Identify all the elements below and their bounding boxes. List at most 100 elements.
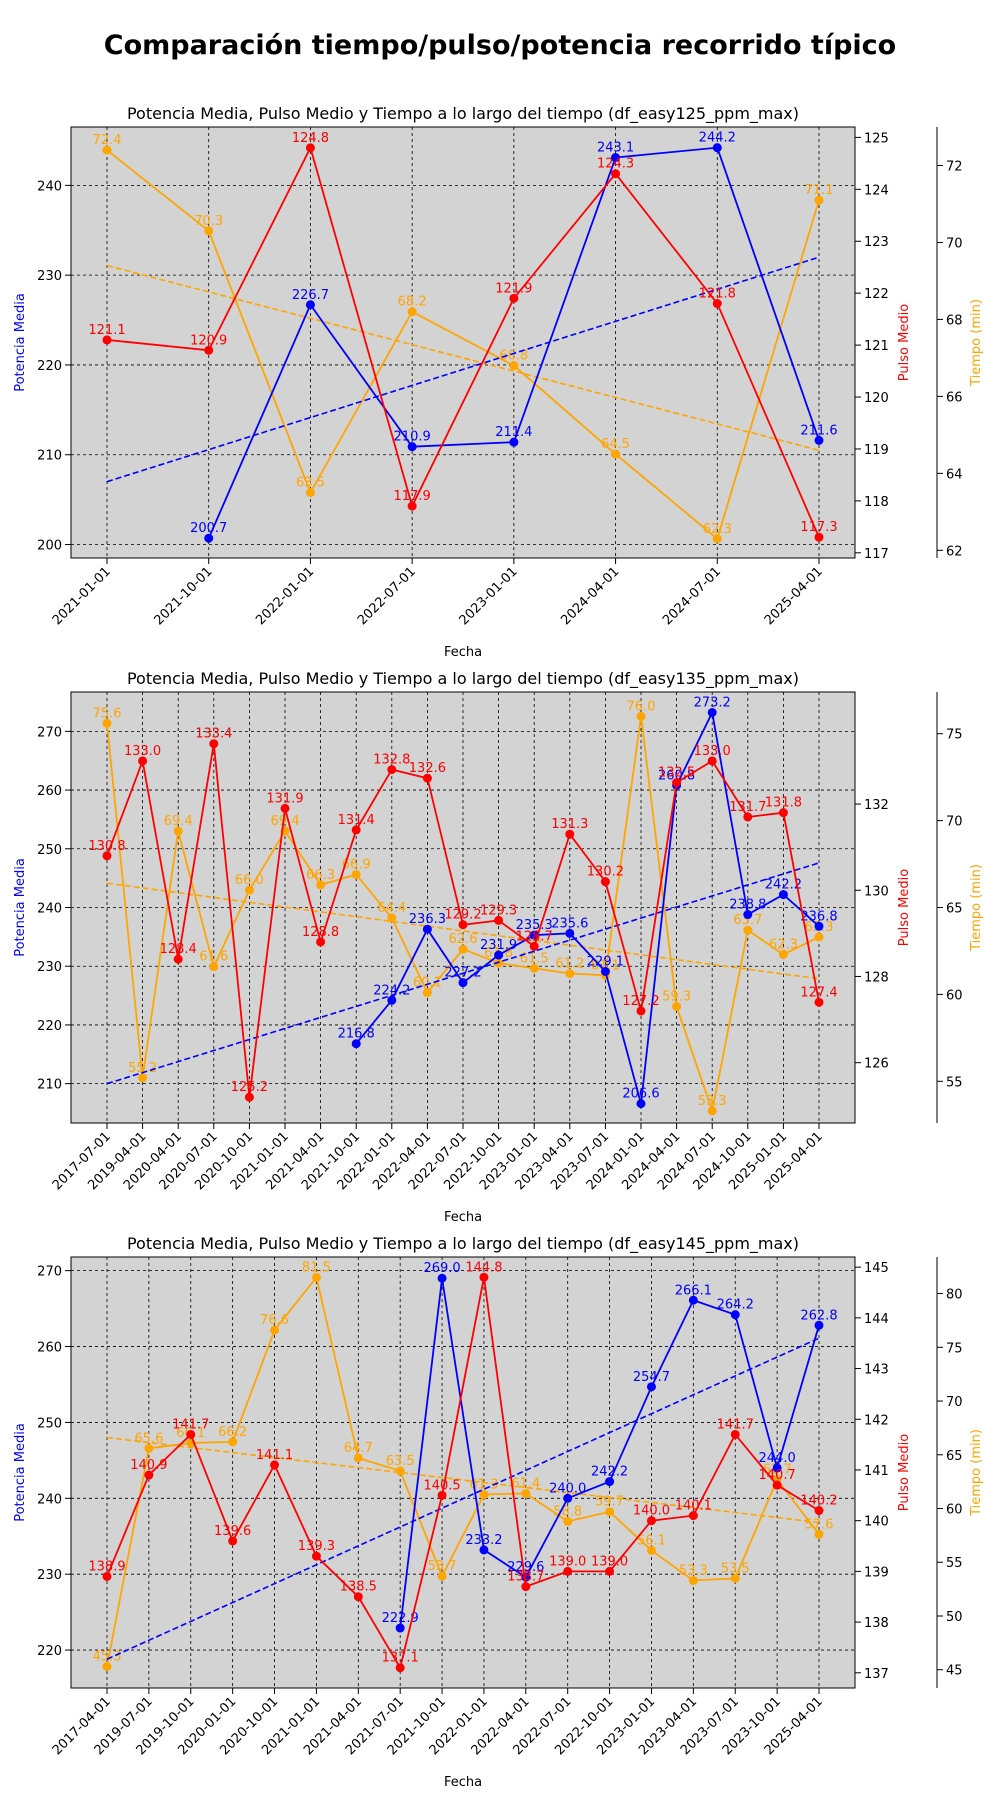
chart3-power-data-label: 269.0 [423, 1261, 460, 1276]
chart2-power-data-label: 227.2 [444, 966, 481, 981]
chart3-time-data-label: 58.8 [553, 1504, 582, 1519]
chart1-pulse-tick-label: 124 [864, 183, 889, 198]
chart2-pulse-data-label: 127.4 [800, 985, 837, 1000]
chart2-pulse-point [173, 954, 183, 964]
chart3-pulse-data-label: 144.8 [465, 1260, 502, 1275]
chart2-pulse-tick-label: 128 [864, 970, 889, 985]
chart2-power-point [636, 1099, 646, 1109]
chart3-time-point [521, 1488, 531, 1498]
chart2-pulse-data-label: 130.8 [88, 839, 125, 854]
chart3-time-data-label: 64.7 [344, 1441, 373, 1456]
chart3-time-point [730, 1573, 740, 1583]
chart2-power-data-label: 242.2 [765, 878, 802, 893]
chart3-power-data-label: 222.9 [382, 1611, 419, 1626]
chart1-pulse-data-label: 121.8 [699, 287, 736, 302]
chart2-pulse-data-label: 131.9 [266, 791, 303, 806]
chart2-time-point [529, 963, 539, 973]
chart1-power-point [712, 143, 722, 153]
chart2-pulse-data-label: 132.5 [658, 766, 695, 781]
chart2-y-tick-label: 260 [37, 784, 62, 799]
chart2-pulse-data-label: 125.2 [231, 1080, 268, 1095]
chart1-time-tick-label: 64 [946, 467, 963, 482]
chart3-time-point [228, 1437, 238, 1447]
chart2-time-data-label: 69.4 [164, 814, 193, 829]
chart2-pulse-data-label: 128.4 [160, 942, 197, 957]
chart2-pulse-point [814, 997, 824, 1007]
chart2-power-point [743, 910, 753, 920]
chart1-time-tick-label: 70 [946, 236, 963, 251]
chart2-time-data-label: 61.5 [520, 951, 549, 966]
chart2-y-tick-label: 230 [37, 960, 62, 975]
chart3-time-point [437, 1571, 447, 1581]
chart3-pulse-series-line [106, 1277, 820, 1671]
chart3-pulse-data-label: 139.6 [214, 1524, 251, 1539]
chart3-pulse-point [186, 1429, 196, 1439]
chart1-power-point [204, 533, 214, 543]
chart1-power-point [305, 300, 315, 310]
chart3-time-data-label: 61.4 [511, 1476, 540, 1491]
chart2-y-tick-label: 210 [37, 1078, 62, 1093]
chart1-power-point [407, 442, 417, 452]
chart2-time-point [316, 880, 326, 890]
chart1-y-tick-label: 240 [37, 179, 62, 194]
chart2-time-point [209, 962, 219, 972]
chart3-pulse-point [270, 1460, 280, 1470]
chart3-time-tick-label: 70 [946, 1395, 963, 1410]
chart2-pulse-point [102, 851, 112, 861]
chart3-time-point [353, 1453, 363, 1463]
chart2-pulse-data-label: 133.0 [694, 744, 731, 759]
chart2-power-data-label: 236.8 [800, 909, 837, 924]
chart3-pulse-point [437, 1490, 447, 1500]
chart2-time-point [387, 913, 397, 923]
chart2-time-data-label: 69.4 [271, 814, 300, 829]
chart1-time-point [204, 226, 214, 236]
chart1-pulse-tick-label: 125 [864, 131, 889, 146]
chart2-power-point [458, 978, 468, 988]
chart2-time-trend-line [106, 882, 820, 980]
chart2-time-data-label: 61.6 [199, 950, 228, 965]
chart1-time-point [407, 307, 417, 317]
chart3-power-point [605, 1477, 615, 1487]
chart2-time-data-label: 66.0 [235, 873, 264, 888]
chart2-pulse-point [458, 920, 468, 930]
chart3-pulse-tick-label: 144 [864, 1312, 889, 1327]
chart2-y-tick-label: 250 [37, 843, 62, 858]
chart2-pulse-data-label: 131.8 [765, 796, 802, 811]
chart3-time-data-label: 59.7 [595, 1495, 624, 1510]
chart2-time-point [636, 711, 646, 721]
chart1-power-data-label: 244.2 [699, 131, 736, 146]
chart1-power-point [814, 435, 824, 445]
chart2-pulse-data-label: 131.4 [338, 813, 375, 828]
chart3-pulse-point [730, 1429, 740, 1439]
chart3-pulse-data-label: 141.7 [717, 1417, 754, 1432]
chart3-pulse-tick-label: 143 [864, 1363, 889, 1378]
chart2-pulse-point [316, 937, 326, 947]
chart2-time-point [102, 718, 112, 728]
chart3-time-point [688, 1576, 698, 1586]
chart1-time-tick-label: 72 [946, 159, 963, 174]
chart3-power-data-label: 244.0 [759, 1451, 796, 1466]
chart3-time-tick-label: 50 [946, 1610, 963, 1625]
chart3-time-point [605, 1507, 615, 1517]
chart1-y-tick-label: 210 [37, 449, 62, 464]
chart3-pulse-data-label: 140.5 [423, 1478, 460, 1493]
chart3-power-data-label: 262.8 [800, 1308, 837, 1323]
chart1-pulse-point [407, 501, 417, 511]
chart2-power-data-label: 229.1 [587, 955, 624, 970]
chart1-pulse-tick-label: 117 [864, 547, 889, 562]
chart2-power-point [707, 708, 717, 718]
chart3-pulse-data-label: 140.7 [759, 1468, 796, 1483]
chart2-time-data-label: 61.2 [555, 957, 584, 972]
chart3-power-point [730, 1310, 740, 1320]
chart2-pulse-tick-label: 130 [864, 884, 889, 899]
chart3-pulse-point [353, 1592, 363, 1602]
chart2-plot-frame [70, 691, 856, 1124]
chart3-power-data-label: 242.2 [591, 1465, 628, 1480]
chart2-ylabel-pulse: Pulso Medio [897, 869, 912, 946]
chart3-title: Potencia Media, Pulso Medio y Tiempo a l… [127, 1234, 799, 1254]
chart3-pulse-data-label: 137.1 [382, 1651, 419, 1666]
chart2-power-point [814, 921, 824, 931]
chart3-time-data-label: 53.5 [721, 1561, 750, 1576]
chart3-power-point [437, 1273, 447, 1283]
chart2-pulse-point [529, 941, 539, 951]
